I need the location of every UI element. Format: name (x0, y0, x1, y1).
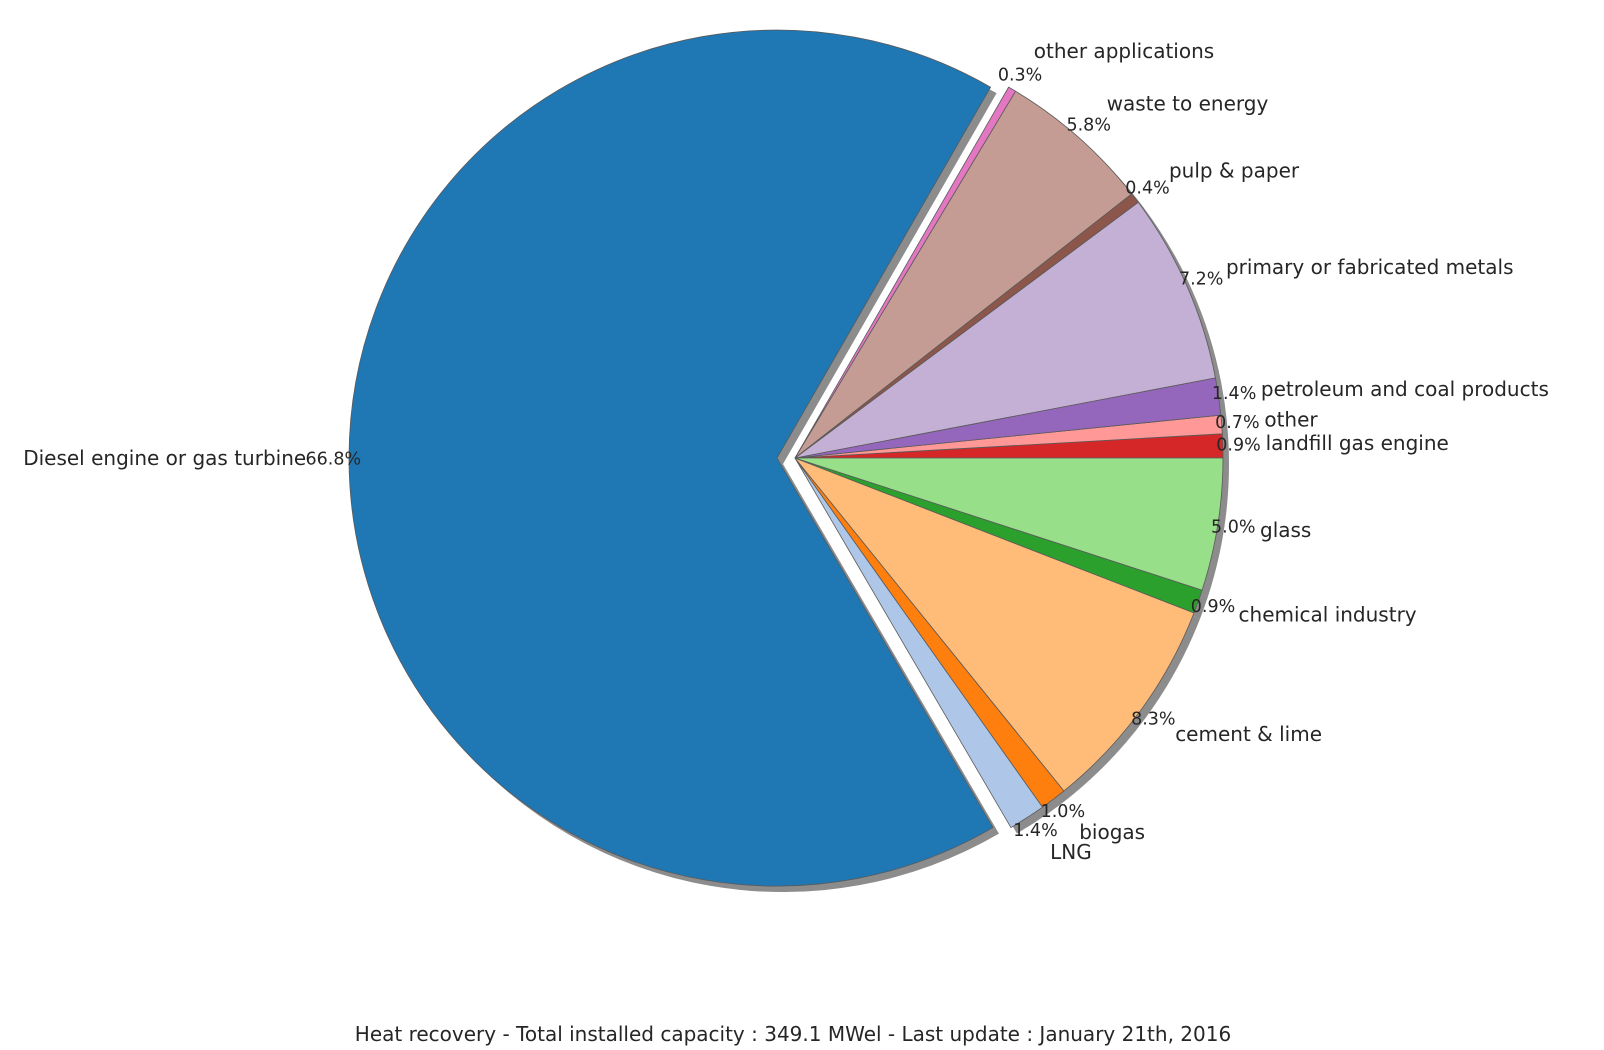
slice-label-landfill-gas-engine: landfill gas engine (1266, 431, 1449, 455)
percent-label-pulp-and-paper: 0.4% (1125, 178, 1169, 198)
slice-label-lng: LNG (1050, 840, 1092, 864)
slice-labels: landfill gas engine0.9%other0.7%petroleu… (23, 39, 1549, 864)
pie-slices (348, 29, 1224, 887)
pie-slice-glass (794, 457, 1224, 591)
pie-slice-primary-or-fabricated-metals (794, 201, 1216, 459)
slice-label-primary-or-fabricated-metals: primary or fabricated metals (1226, 255, 1514, 279)
slice-label-cement-and-lime: cement & lime (1175, 722, 1322, 746)
slice-label-diesel-engine-or-gas-turbine: Diesel engine or gas turbine (23, 446, 306, 470)
slice-label-glass: glass (1260, 518, 1311, 542)
percent-label-cement-and-lime: 8.3% (1131, 710, 1175, 730)
slice-label-other-applications: other applications (1034, 39, 1214, 63)
percent-label-other: 0.7% (1215, 413, 1259, 433)
percent-label-primary-or-fabricated-metals: 7.2% (1179, 269, 1223, 289)
percent-label-petroleum-and-coal-products: 1.4% (1212, 384, 1256, 404)
percent-label-glass: 5.0% (1211, 517, 1255, 537)
pie-slice-cement-and-lime (794, 457, 1195, 792)
percent-label-waste-to-energy: 5.8% (1066, 115, 1110, 135)
pie-slice-waste-to-energy (794, 90, 1133, 459)
percent-label-other-applications: 0.3% (998, 66, 1042, 86)
slice-label-pulp-and-paper: pulp & paper (1169, 159, 1300, 183)
slice-label-petroleum-and-coal-products: petroleum and coal products (1261, 377, 1549, 401)
slice-label-biogas: biogas (1079, 820, 1145, 844)
slice-label-chemical-industry: chemical industry (1239, 602, 1417, 626)
chart-title: Heat recovery - Total installed capacity… (355, 1022, 1231, 1046)
percent-label-biogas: 1.0% (1041, 802, 1085, 822)
percent-label-chemical-industry: 0.9% (1191, 597, 1235, 617)
pie-slice-other-applications (794, 86, 1016, 459)
percent-label-diesel-engine-or-gas-turbine: 66.8% (305, 449, 361, 469)
percent-label-lng: 1.4% (1013, 821, 1057, 841)
slice-label-waste-to-energy: waste to energy (1107, 92, 1269, 116)
slice-label-other: other (1264, 408, 1318, 432)
percent-label-landfill-gas-engine: 0.9% (1216, 435, 1260, 455)
pie-slice-diesel-engine-or-gas-turbine (348, 29, 994, 887)
